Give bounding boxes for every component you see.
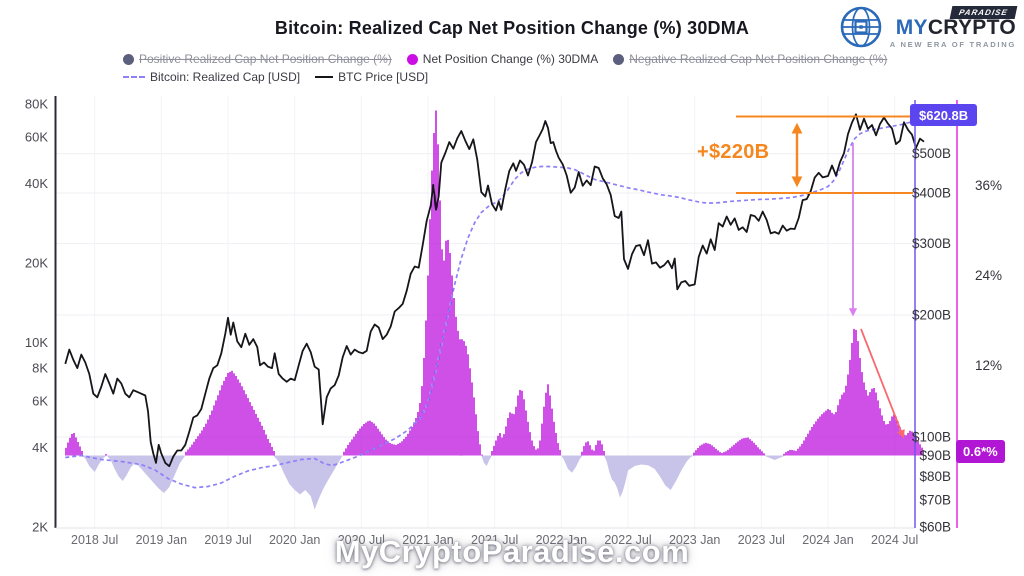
- legend-dashed-line-icon: [123, 76, 145, 78]
- legend-dot-icon: [406, 53, 418, 65]
- cap-axis-tick-label: $60B: [919, 519, 951, 534]
- x-axis-tick-label: 2022 Jan: [536, 533, 587, 547]
- price-axis-tick-label: 20K: [25, 256, 48, 271]
- btc-price-line: [64, 113, 925, 468]
- realized-cap-current-badge: $620.8B: [910, 104, 978, 126]
- x-axis-tick-label: 2019 Jan: [136, 533, 187, 547]
- price-axis-tick-label: 60K: [25, 129, 48, 144]
- x-axis-tick-label: 2019 Jul: [204, 533, 251, 547]
- positive-net-position-bars: [65, 110, 923, 456]
- pct-axis-tick-label: 36%: [975, 178, 1002, 193]
- legend-row-2: Bitcoin: Realized Cap [USD] BTC Price [U…: [123, 68, 887, 86]
- legend-label: Net Position Change (%) 30DMA: [422, 52, 599, 66]
- legend-item-negative-net-position[interactable]: Negative Realized Cap Net Position Chang…: [613, 52, 887, 66]
- logo-text: PARADISE MYCRYPTO A NEW ERA OF TRADING: [889, 5, 1018, 49]
- legend-label: Negative Realized Cap Net Position Chang…: [629, 52, 888, 66]
- legend-row-1: Positive Realized Cap Net Position Chang…: [123, 50, 887, 68]
- legend-label: BTC Price [USD]: [338, 70, 429, 84]
- price-axis-tick-label: 2K: [32, 520, 48, 535]
- legend-dot-icon: [123, 53, 134, 65]
- x-axis-tick-label: 2024 Jan: [802, 533, 853, 547]
- legend-dot-icon: [613, 53, 625, 65]
- cap-axis-tick-label: $80B: [919, 469, 951, 484]
- price-axis-tick-label: 10K: [25, 335, 48, 350]
- x-axis-tick-label: 2022 Jul: [604, 533, 651, 547]
- x-axis-tick-label: 2024 Jul: [871, 533, 918, 547]
- legend-item-positive-net-position[interactable]: Positive Realized Cap Net Position Chang…: [123, 52, 392, 66]
- cap-axis-tick-label: $200B: [912, 308, 951, 323]
- pct-axis-tick-label: 12%: [975, 358, 1002, 373]
- logo-brand-my: MY: [895, 15, 928, 39]
- price-axis-tick-label: 6K: [32, 394, 48, 409]
- chart-title: Bitcoin: Realized Cap Net Position Chang…: [274, 18, 750, 38]
- x-axis-tick-label: 2020 Jul: [338, 533, 385, 547]
- price-axis-tick-label: 4K: [32, 440, 48, 455]
- negative-net-position-area: [65, 455, 925, 510]
- x-axis-tick-label: 2023 Jul: [738, 533, 785, 547]
- pct-axis-tick-label: 24%: [975, 268, 1002, 283]
- delta-annotation-label: +$220B: [697, 141, 770, 163]
- logo-paradise-badge: PARADISE: [949, 5, 1018, 19]
- globe-icon: [840, 6, 882, 48]
- chart-legend: Positive Realized Cap Net Position Chang…: [123, 50, 887, 86]
- decline-arrow: [860, 328, 905, 439]
- logo-brand-name: MYCRYPTO: [895, 15, 1016, 39]
- cap-axis-tick-label: $70B: [919, 492, 951, 507]
- x-axis-tick-label: 2018 Jul: [71, 533, 118, 547]
- x-axis-tick-label: 2021 Jul: [471, 533, 518, 547]
- legend-label: Bitcoin: Realized Cap [USD]: [150, 70, 301, 84]
- brand-logo: PARADISE MYCRYPTO A NEW ERA OF TRADING: [839, 5, 1018, 49]
- cap-axis-tick-label: $300B: [912, 236, 951, 251]
- legend-item-btc-price[interactable]: BTC Price [USD]: [315, 70, 428, 84]
- price-axis-tick-label: 8K: [32, 361, 48, 376]
- watermark: MyCryptoParadise.com: [334, 534, 690, 569]
- net-position-current-badge: 0.6*%: [956, 440, 1005, 463]
- cap-axis-tick-label: $500B: [912, 146, 951, 161]
- cap-axis-tick-label: $90B: [919, 448, 951, 463]
- legend-label: Positive Realized Cap Net Position Chang…: [139, 52, 392, 66]
- x-axis-tick-label: 2023 Jan: [669, 533, 720, 547]
- cap-axis-tick-label: $100B: [912, 430, 951, 445]
- logo-brand-crypto: CRYPTO: [927, 15, 1016, 39]
- price-axis-tick-label: 40K: [25, 176, 48, 191]
- legend-item-net-position-30dma[interactable]: Net Position Change (%) 30DMA: [406, 52, 599, 66]
- x-axis-tick-label: 2020 Jan: [269, 533, 320, 547]
- x-axis-tick-label: 2021 Jan: [402, 533, 453, 547]
- legend-solid-line-icon: [315, 76, 334, 78]
- price-axis-tick-label: 80K: [25, 97, 48, 112]
- logo-tagline: A NEW ERA OF TRADING: [889, 39, 1016, 49]
- legend-item-realized-cap[interactable]: Bitcoin: Realized Cap [USD]: [123, 70, 300, 84]
- cap-axis-tick-label: $400B: [912, 186, 951, 201]
